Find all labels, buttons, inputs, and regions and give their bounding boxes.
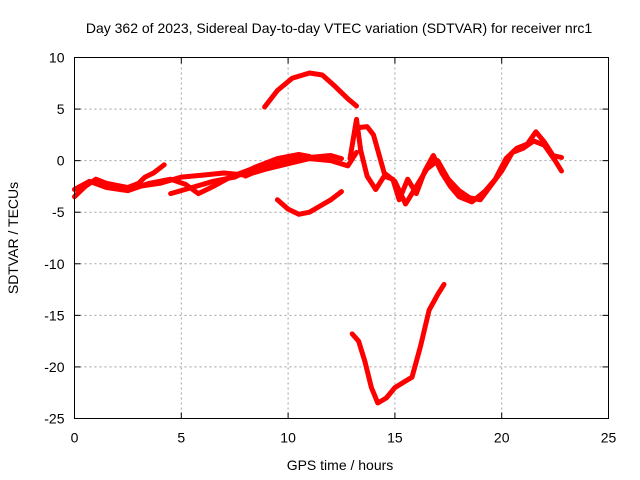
series-track-d (168, 152, 312, 197)
tick-layer: 0 5 10 15 20 25 -25 -20 -15 -10 -5 0 5 10 (44, 50, 616, 446)
y-axis-label: SDTVAR / TECUs (5, 182, 21, 294)
grid-layer (74, 57, 609, 419)
x-tick-label: 25 (601, 430, 617, 446)
x-tick-label: 10 (280, 430, 296, 446)
series-track-f (262, 70, 359, 110)
curve-layer (72, 70, 564, 406)
series-track-h (349, 281, 447, 406)
plot-frame (74, 57, 609, 419)
x-tick-label: 0 (71, 430, 79, 446)
y-tick-label: -25 (44, 411, 64, 427)
series-track-j (356, 124, 564, 207)
y-tick-label: -15 (44, 307, 64, 323)
x-tick-label: 20 (494, 430, 510, 446)
series-track-e (242, 153, 344, 179)
y-tick-label: 0 (57, 153, 65, 169)
x-tick-label: 5 (177, 430, 185, 446)
series-track-g (274, 189, 344, 217)
y-tick-label: 10 (49, 50, 65, 66)
x-tick-label: 15 (387, 430, 403, 446)
y-tick-label: -10 (44, 256, 64, 272)
y-tick-label: 5 (57, 101, 65, 117)
x-axis-label: GPS time / hours (287, 457, 394, 473)
y-tick-label: -5 (52, 204, 65, 220)
y-tick-label: -20 (44, 359, 64, 375)
chart-title: Day 362 of 2023, Sidereal Day-to-day VTE… (86, 20, 592, 36)
